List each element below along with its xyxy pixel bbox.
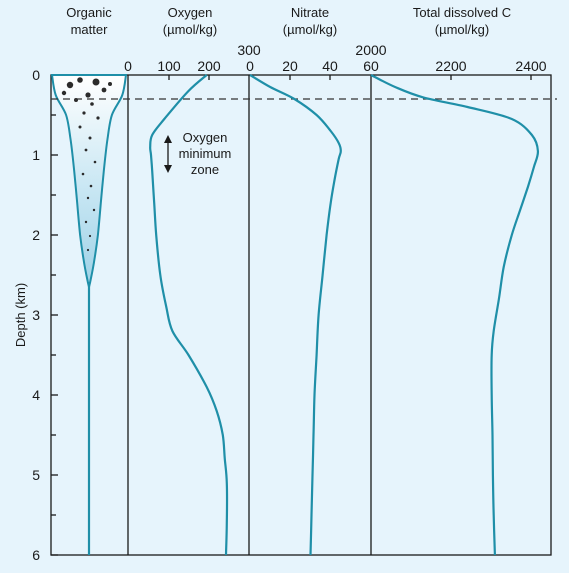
plot-border: [50, 74, 552, 556]
panel-titles: Organic matter Oxygen (µmol/kg) Nitrate …: [66, 5, 511, 37]
organic-particle: [86, 196, 90, 200]
dic-xtick-2400: 2400: [515, 58, 546, 74]
organic-particle: [77, 77, 83, 83]
dic-profile-line: [370, 74, 540, 556]
organic-particle: [93, 160, 97, 164]
nitrate-title-line2: (µmol/kg): [283, 22, 337, 37]
organic-particle: [92, 208, 96, 212]
x-tick-labels: 0 0 100 200 300 0 20 40 60 2000 2200 240…: [124, 42, 547, 74]
y-tick-label-6: 6: [32, 547, 40, 563]
organic-particle: [88, 136, 92, 140]
organic-particle: [101, 87, 107, 93]
organic-title-line2: matter: [71, 22, 109, 37]
oxygen-title-line1: Oxygen: [168, 5, 213, 20]
omz-label-line1: Oxygen: [183, 130, 228, 145]
y-tick-marks: [51, 74, 58, 556]
dic-title-line2: (µmol/kg): [435, 22, 489, 37]
organic-matter-funnel: [50, 74, 128, 288]
nitrate-xtick-60: 60: [363, 58, 379, 74]
oxygen-title-line2: (µmol/kg): [163, 22, 217, 37]
omz-arrow-down-head: [164, 165, 172, 173]
nitrate-title-line1: Nitrate: [291, 5, 329, 20]
y-tick-label-2: 2: [32, 227, 40, 243]
y-tick-label-0: 0: [32, 67, 40, 83]
y-axis-label: Depth (km): [13, 283, 28, 347]
oxygen-xtick-200: 200: [197, 58, 221, 74]
oxygen-profile-line: [149, 74, 229, 556]
panel-frame: [50, 74, 552, 556]
organic-particle: [84, 220, 88, 224]
organic-particle: [84, 148, 88, 152]
dic-xtick-2200: 2200: [435, 58, 466, 74]
organic-particles: [61, 77, 112, 252]
dic-xtick-2000: 2000: [355, 42, 386, 58]
organic-title-line1: Organic: [66, 5, 112, 20]
dic-title-line1: Total dissolved C: [413, 5, 511, 20]
omz-arrow-up-head: [164, 135, 172, 143]
organic-particle: [82, 111, 86, 115]
nitrate-profile-line: [249, 74, 342, 556]
y-tick-label-3: 3: [32, 307, 40, 323]
omz-label-line2: minimum: [179, 146, 232, 161]
nitrate-xtick-20: 20: [282, 58, 298, 74]
oxygen-xtick-100: 100: [157, 58, 181, 74]
organic-particle: [96, 116, 100, 120]
nitrate-xtick-0: 0: [246, 58, 254, 74]
organic-particle: [86, 248, 90, 252]
organic-matter-panel: [50, 74, 128, 555]
organic-particle: [90, 102, 94, 106]
y-tick-label-5: 5: [32, 467, 40, 483]
x-tick-marks: [168, 75, 532, 80]
organic-particle: [78, 125, 82, 129]
organic-particle: [81, 172, 85, 176]
organic-particle: [88, 234, 92, 238]
organic-particle: [61, 90, 67, 96]
organic-xtick-0: 0: [124, 58, 132, 74]
omz-label-line3: zone: [191, 162, 219, 177]
y-tick-label-1: 1: [32, 147, 40, 163]
nitrate-xtick-40: 40: [322, 58, 338, 74]
y-tick-labels: 0 1 2 3 4 5 6: [32, 67, 40, 563]
oxygen-xtick-300: 300: [237, 42, 261, 58]
organic-particle: [66, 81, 74, 89]
organic-particle: [92, 78, 100, 86]
oxygen-minimum-zone-annotation: Oxygen minimum zone: [164, 130, 231, 177]
organic-particle: [85, 92, 91, 98]
organic-particle: [108, 82, 112, 86]
y-tick-label-4: 4: [32, 387, 40, 403]
organic-particle: [89, 184, 93, 188]
